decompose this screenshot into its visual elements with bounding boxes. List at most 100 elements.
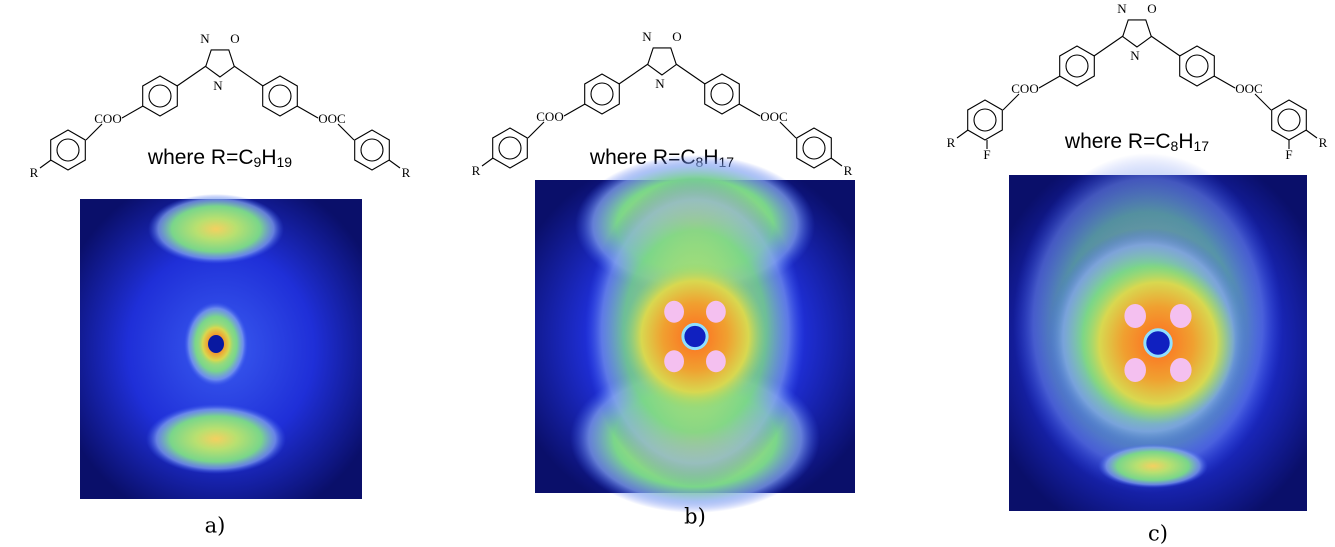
formula-text: H: [261, 146, 276, 169]
bond: [234, 66, 263, 86]
aromatic-circle: [974, 109, 996, 131]
benzene-ring: [263, 76, 298, 116]
atom-label: N: [213, 78, 223, 93]
atom-label: R: [947, 135, 956, 150]
bond: [122, 106, 143, 118]
atom-label: R: [1319, 135, 1328, 150]
aromatic-circle: [499, 137, 521, 159]
oxazole-ring: [1123, 20, 1152, 47]
aromatic-circle: [57, 139, 79, 161]
oxazole-ring: [206, 50, 235, 77]
aromatic-circle: [361, 139, 383, 161]
core-center: [208, 335, 224, 353]
atom-label: O: [672, 29, 681, 44]
atom-label: F: [983, 147, 990, 162]
bond: [1214, 76, 1235, 88]
formula-subscript: 19: [277, 154, 293, 170]
formula: where R=C9H19: [147, 146, 292, 170]
aromatic-circle: [803, 137, 825, 159]
atom-label: OOC: [318, 111, 345, 126]
bond: [780, 122, 796, 138]
bond: [338, 124, 354, 140]
bond: [1255, 94, 1271, 110]
diffraction-halo: [148, 194, 284, 264]
figure: NONCOOOOCRRwhere R=C9H19a)NONCOOOOCRRwhe…: [0, 0, 1335, 547]
benzene-ring: [493, 128, 528, 168]
atom-label: R: [402, 165, 411, 180]
aromatic-circle: [269, 85, 291, 107]
benzene-ring: [355, 130, 390, 170]
bond: [40, 160, 51, 168]
core-spot: [664, 301, 684, 323]
bond: [1151, 36, 1180, 56]
core-spot: [706, 301, 726, 323]
atom-label: COO: [1011, 81, 1038, 96]
aromatic-circle: [1278, 109, 1300, 131]
aromatic-circle: [711, 83, 733, 105]
bond: [528, 122, 544, 138]
benzene-ring: [585, 74, 620, 114]
formula-text: where R=C: [1064, 130, 1171, 153]
benzene-ring: [143, 76, 178, 116]
bond: [1094, 36, 1123, 56]
core-spot: [1170, 304, 1192, 328]
core-spot: [1124, 358, 1146, 382]
panel-label: c): [1148, 522, 1168, 546]
core-spot: [664, 350, 684, 372]
benzene-ring: [705, 74, 740, 114]
benzene-ring: [1180, 46, 1215, 86]
formula: where R=C8H17: [1064, 130, 1209, 154]
atom-label: O: [230, 31, 239, 46]
atom-label: F: [1285, 147, 1292, 162]
bond: [389, 160, 400, 168]
diffraction-halo: [146, 404, 286, 474]
bond: [86, 124, 102, 140]
bond: [739, 104, 760, 116]
formula-subscript: 17: [1194, 138, 1210, 154]
atom-label: COO: [94, 111, 121, 126]
bond: [482, 158, 493, 166]
bond: [1306, 130, 1317, 138]
bond: [676, 64, 705, 84]
core-center: [683, 324, 707, 348]
bond: [831, 158, 842, 166]
atom-label: R: [844, 163, 853, 178]
benzene-ring: [797, 128, 832, 168]
atom-label: O: [1147, 1, 1156, 16]
formula-text: where R=C: [147, 146, 254, 169]
atom-label: N: [200, 31, 210, 46]
bond: [1039, 76, 1060, 88]
aromatic-circle: [149, 85, 171, 107]
aromatic-circle: [591, 83, 613, 105]
core-center: [1145, 330, 1171, 356]
aromatic-circle: [1186, 55, 1208, 77]
bond: [619, 64, 648, 84]
core-spot: [706, 350, 726, 372]
bond: [957, 130, 968, 138]
atom-label: N: [1117, 1, 1127, 16]
formula-subscript: 8: [1171, 138, 1179, 154]
benzene-ring: [51, 130, 86, 170]
benzene-ring: [1060, 46, 1095, 86]
bond: [1003, 94, 1019, 110]
atom-label: R: [472, 163, 481, 178]
oxazole-ring: [648, 48, 677, 75]
panel-label: b): [684, 505, 706, 529]
atom-label: R: [30, 165, 39, 180]
atom-label: OOC: [760, 109, 787, 124]
bond: [177, 66, 206, 86]
benzene-ring: [1272, 100, 1307, 140]
formula-subscript: 9: [254, 154, 262, 170]
diffraction-halo: [1098, 444, 1208, 488]
aromatic-circle: [1066, 55, 1088, 77]
atom-label: COO: [536, 109, 563, 124]
benzene-ring: [968, 100, 1003, 140]
bond: [297, 106, 318, 118]
atom-label: N: [642, 29, 652, 44]
atom-label: N: [655, 76, 665, 91]
atom-label: N: [1130, 48, 1140, 63]
core-spot: [1170, 358, 1192, 382]
bond: [564, 104, 585, 116]
formula-text: H: [1178, 130, 1193, 153]
panel-label: a): [205, 514, 226, 538]
